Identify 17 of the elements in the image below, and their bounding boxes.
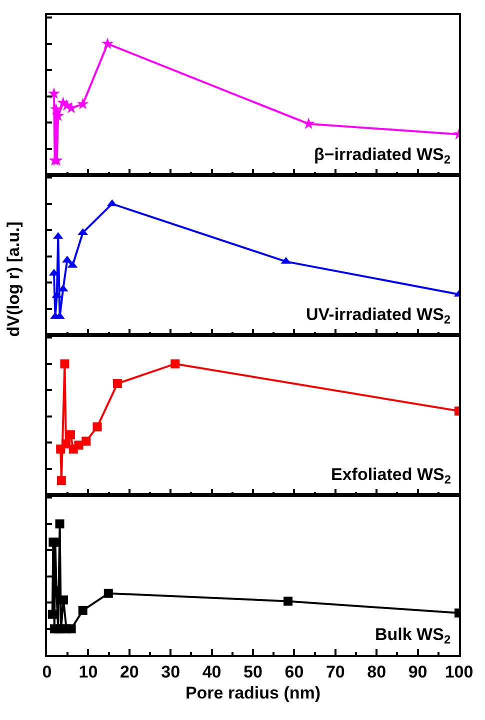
annotation: Bulk WS$_{2}$ xyxy=(375,625,451,647)
annotation: UV-irradiated WS$_{2}$ xyxy=(306,305,451,327)
x-tick-label: 60 xyxy=(284,662,304,682)
annotation: β−irradiated WS$_{2}$ xyxy=(314,145,451,167)
y-axis-title: dV(log r) [a.u.] xyxy=(4,222,23,337)
x-tick-label: 50 xyxy=(244,662,262,682)
x-axis-title: Pore radius (nm) xyxy=(185,683,321,702)
x-tick-label: 90 xyxy=(408,662,428,682)
x-tick-label: 80 xyxy=(367,662,386,682)
x-tick-label: 20 xyxy=(120,662,139,682)
x-tick-label: 30 xyxy=(161,662,180,682)
x-tick-label: 100 xyxy=(444,662,474,682)
x-tick-label: 0 xyxy=(42,662,52,682)
annotation: Exfoliated WS$_{2}$ xyxy=(331,465,452,487)
x-tick-label: 10 xyxy=(78,662,98,682)
x-tick-label: 40 xyxy=(202,662,222,682)
x-tick-label: 70 xyxy=(326,662,345,682)
